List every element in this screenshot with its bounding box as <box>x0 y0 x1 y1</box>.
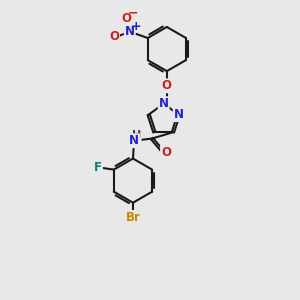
Text: H: H <box>131 130 141 140</box>
Text: O: O <box>161 146 171 159</box>
Text: N: N <box>174 108 184 121</box>
Text: +: + <box>131 20 141 33</box>
Text: Br: Br <box>125 211 140 224</box>
Text: N: N <box>125 25 135 38</box>
Text: F: F <box>94 161 102 174</box>
Text: O: O <box>162 80 172 92</box>
Text: O: O <box>109 31 119 44</box>
Text: N: N <box>129 134 139 147</box>
Text: N: N <box>159 97 169 110</box>
Text: −: − <box>128 6 139 19</box>
Text: O: O <box>122 11 132 25</box>
